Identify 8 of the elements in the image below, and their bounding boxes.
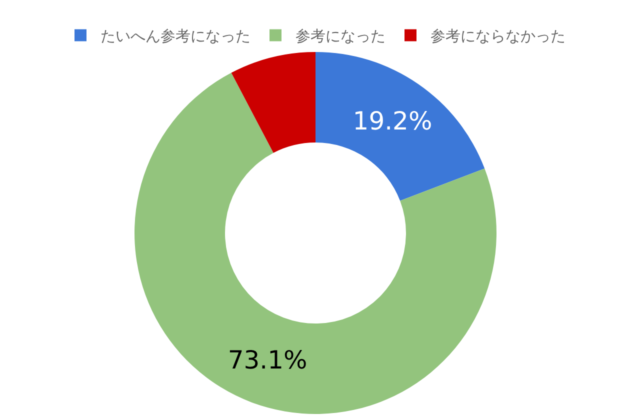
donut-slice (316, 52, 485, 201)
data-label: 73.1% (228, 345, 308, 374)
data-label: 19.2% (352, 106, 432, 136)
donut-slice (231, 52, 316, 153)
legend-label: 参考にならなかった (430, 27, 566, 46)
donut-slice (134, 72, 496, 414)
legend-label: 参考になった (296, 27, 386, 46)
legend-label: たいへん参考になった (100, 27, 250, 46)
